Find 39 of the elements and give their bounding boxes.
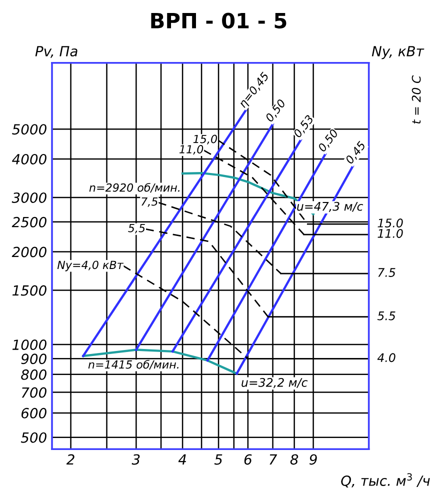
x-axis-title: Q, тыс. м$^{3}$ /ч <box>341 473 430 488</box>
x-tick-label: 2 <box>66 454 74 465</box>
annotation: u=47,3 м/с <box>297 202 364 212</box>
y-tick-label: 2000 <box>12 246 46 258</box>
x-tick-label: 4 <box>178 454 186 465</box>
x-tick-label: 3 <box>132 454 140 465</box>
y-tick-label: 800 <box>21 369 46 380</box>
y-tick-label: 500 <box>20 432 46 443</box>
series-label: 7,5 <box>142 197 158 207</box>
y-axis-title: Pv, Па <box>35 46 78 58</box>
y-tick-label: 900 <box>21 354 46 364</box>
series-label: 11.0 <box>378 229 403 238</box>
series-label: 15,0 <box>193 134 217 144</box>
y-tick-label: 4000 <box>12 154 46 164</box>
x-tick-label: 9 <box>309 454 317 465</box>
y-tick-label: 3000 <box>12 192 46 203</box>
y-tick-label: 5000 <box>12 124 46 135</box>
series-label: n=2920 об/мин. <box>89 182 180 193</box>
y-tick-label: 1500 <box>12 285 46 296</box>
x-tick-label: 5 <box>214 454 222 465</box>
y-tick-label: 700 <box>22 387 46 398</box>
series-label: 5,5 <box>128 224 145 234</box>
x-tick-label: 7 <box>270 454 278 465</box>
series-label: 11,0 <box>179 145 204 155</box>
series-label: Ny=4,0 кВт <box>57 260 124 272</box>
y2-axis-title: Ny, кВт <box>372 46 424 60</box>
chart-title: ВРП - 01 - 5 <box>151 12 286 28</box>
series-label: 4.0 <box>377 353 396 362</box>
text: t = 20 С <box>412 75 421 124</box>
series-label: 5.5 <box>377 312 396 320</box>
x-tick-label: 6 <box>244 454 252 465</box>
annotation: u=32,2 м/с <box>242 378 308 388</box>
y-tick-label: 600 <box>22 408 46 418</box>
x-tick-label: 8 <box>290 454 298 465</box>
series-label: 15.0 <box>378 218 403 228</box>
y-tick-label: 1000 <box>12 340 46 350</box>
y-tick-label: 2500 <box>12 216 46 228</box>
series-label: 7.5 <box>378 268 396 277</box>
series-label: n=1415 об/мин. <box>88 360 178 370</box>
